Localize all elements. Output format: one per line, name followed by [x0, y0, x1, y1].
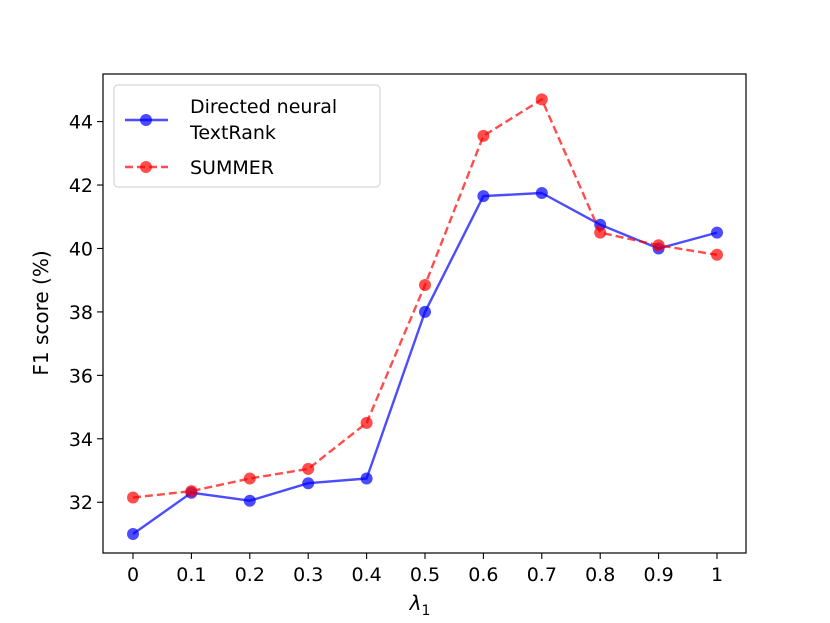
x-tick-label: 1 — [711, 564, 723, 586]
legend: Directed neural TextRank SUMMER — [113, 84, 381, 188]
x-tick-label: 0.9 — [643, 564, 673, 586]
x-tick-label: 0.1 — [176, 564, 206, 586]
series-2-point — [419, 279, 431, 291]
series-2-point — [360, 416, 373, 429]
series-1-point — [535, 187, 548, 199]
legend-label-series-1-line-2: TextRank — [189, 122, 276, 144]
series-2-point — [594, 226, 607, 239]
y-tick-label: 34 — [69, 429, 93, 451]
legend-frame — [113, 84, 381, 188]
x-tick-label: 0.4 — [351, 564, 381, 586]
legend-label-series-1-line-1: Directed neural — [190, 96, 337, 118]
series-1-point — [419, 305, 431, 318]
x-tick-label: 0.7 — [527, 564, 557, 586]
series-2-point — [652, 239, 665, 252]
series-1-point — [127, 528, 139, 540]
x-tick-label: 0.8 — [585, 564, 615, 586]
legend-swatch-marker-series-1 — [140, 114, 152, 126]
x-tick-label: 0 — [127, 564, 139, 586]
x-tick-label: 0.5 — [410, 564, 440, 586]
series-layer — [127, 93, 723, 540]
x-axis-label-symbol: λ — [409, 591, 422, 615]
series-2-point — [711, 248, 723, 261]
x-tick-label: 0.2 — [235, 564, 265, 586]
series-1-point — [711, 226, 723, 239]
series-2 — [127, 93, 723, 504]
y-tick-label: 42 — [69, 175, 93, 197]
x-tick-label: 0.6 — [468, 564, 498, 586]
x-axis: 0 0.1 0.2 0.3 0.4 0.5 0.6 0.7 0.8 0.9 1 — [127, 553, 723, 586]
x-axis-label-subscript: 1 — [421, 603, 430, 619]
y-axis-label: F1 score (%) — [29, 250, 53, 375]
y-tick-label: 36 — [69, 365, 93, 387]
series-1-point — [302, 477, 315, 490]
x-tick-label: 0.3 — [293, 564, 323, 586]
series-1-point — [360, 472, 373, 485]
series-2-point — [127, 491, 139, 504]
y-tick-label: 38 — [69, 302, 93, 324]
series-2-point — [535, 93, 548, 106]
series-2-point — [302, 462, 315, 475]
series-2-point — [477, 129, 490, 142]
series-2-point — [243, 472, 256, 485]
y-tick-label: 32 — [69, 492, 93, 514]
x-axis-label: λ1 — [409, 591, 431, 619]
y-tick-label: 44 — [69, 112, 93, 134]
y-tick-label: 40 — [69, 238, 93, 260]
series-1-point — [243, 494, 256, 507]
legend-swatch-marker-series-2 — [140, 161, 152, 173]
legend-label-series-2: SUMMER — [190, 157, 274, 179]
series-1-point — [477, 190, 490, 203]
y-axis: 32 34 36 38 40 42 44 — [69, 112, 103, 514]
series-2-point — [185, 485, 198, 498]
